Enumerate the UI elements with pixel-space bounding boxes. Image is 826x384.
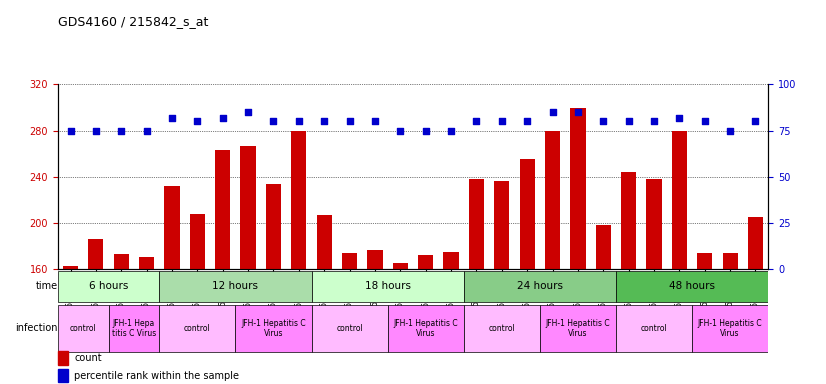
Point <box>596 118 610 124</box>
Text: 12 hours: 12 hours <box>212 281 259 291</box>
Point <box>165 114 178 121</box>
Point <box>343 118 356 124</box>
Bar <box>368 250 382 269</box>
Text: JFH-1 Hepatitis C
Virus: JFH-1 Hepatitis C Virus <box>393 319 458 338</box>
Point <box>64 127 77 134</box>
Bar <box>266 184 281 269</box>
Bar <box>520 159 534 269</box>
FancyBboxPatch shape <box>616 305 692 352</box>
FancyBboxPatch shape <box>463 305 540 352</box>
Point <box>470 118 483 124</box>
FancyBboxPatch shape <box>159 270 311 302</box>
Point <box>394 127 407 134</box>
FancyBboxPatch shape <box>311 305 387 352</box>
Bar <box>697 253 712 269</box>
FancyBboxPatch shape <box>463 270 616 302</box>
Bar <box>647 179 662 269</box>
Text: percentile rank within the sample: percentile rank within the sample <box>74 371 240 381</box>
Text: JFH-1 Hepa
titis C Virus: JFH-1 Hepa titis C Virus <box>112 319 156 338</box>
Text: control: control <box>488 324 515 333</box>
Bar <box>748 217 763 269</box>
Text: control: control <box>336 324 363 333</box>
Text: GDS4160 / 215842_s_at: GDS4160 / 215842_s_at <box>58 15 208 28</box>
FancyBboxPatch shape <box>58 305 108 352</box>
Bar <box>316 215 332 269</box>
Point <box>724 127 737 134</box>
Text: infection: infection <box>16 323 58 333</box>
Bar <box>392 263 408 269</box>
Text: control: control <box>184 324 211 333</box>
Point <box>520 118 534 124</box>
Point <box>572 109 585 115</box>
Point <box>89 127 102 134</box>
Bar <box>292 131 306 269</box>
Bar <box>114 254 129 269</box>
Bar <box>723 253 738 269</box>
FancyBboxPatch shape <box>159 305 235 352</box>
Point <box>749 118 762 124</box>
Point <box>444 127 458 134</box>
FancyBboxPatch shape <box>387 305 463 352</box>
Point <box>216 114 230 121</box>
Point <box>495 118 508 124</box>
FancyBboxPatch shape <box>58 270 159 302</box>
Bar <box>58 369 68 382</box>
Bar <box>469 179 484 269</box>
Point <box>368 118 382 124</box>
Bar <box>215 150 230 269</box>
Point <box>672 114 686 121</box>
Bar <box>139 257 154 269</box>
Text: 18 hours: 18 hours <box>364 281 411 291</box>
Point <box>241 109 254 115</box>
FancyBboxPatch shape <box>616 270 768 302</box>
Bar <box>494 181 510 269</box>
Point <box>648 118 661 124</box>
Bar <box>596 225 611 269</box>
Text: JFH-1 Hepatitis C
Virus: JFH-1 Hepatitis C Virus <box>241 319 306 338</box>
Bar <box>672 131 687 269</box>
Bar <box>570 108 586 269</box>
FancyBboxPatch shape <box>108 305 159 352</box>
Point <box>317 118 330 124</box>
Text: 6 hours: 6 hours <box>89 281 128 291</box>
Point <box>140 127 154 134</box>
Bar <box>342 253 357 269</box>
Point <box>622 118 635 124</box>
Text: control: control <box>70 324 97 333</box>
Text: time: time <box>36 281 58 291</box>
Text: control: control <box>641 324 667 333</box>
Point <box>419 127 432 134</box>
Point <box>191 118 204 124</box>
Bar <box>190 214 205 269</box>
Bar <box>240 146 256 269</box>
Text: 24 hours: 24 hours <box>517 281 563 291</box>
Bar <box>164 186 179 269</box>
Text: JFH-1 Hepatitis C
Virus: JFH-1 Hepatitis C Virus <box>698 319 762 338</box>
Bar <box>621 172 636 269</box>
FancyBboxPatch shape <box>235 305 311 352</box>
Bar <box>444 252 458 269</box>
Point <box>292 118 306 124</box>
Text: 48 hours: 48 hours <box>669 281 715 291</box>
Point <box>267 118 280 124</box>
Point <box>115 127 128 134</box>
FancyBboxPatch shape <box>540 305 616 352</box>
Bar <box>63 266 78 269</box>
Bar <box>418 255 434 269</box>
FancyBboxPatch shape <box>692 305 768 352</box>
Bar <box>88 239 103 269</box>
FancyBboxPatch shape <box>311 270 463 302</box>
Text: JFH-1 Hepatitis C
Virus: JFH-1 Hepatitis C Virus <box>546 319 610 338</box>
Text: count: count <box>74 353 102 363</box>
Point <box>698 118 711 124</box>
Point <box>546 109 559 115</box>
Bar <box>58 351 68 365</box>
Bar <box>545 131 560 269</box>
